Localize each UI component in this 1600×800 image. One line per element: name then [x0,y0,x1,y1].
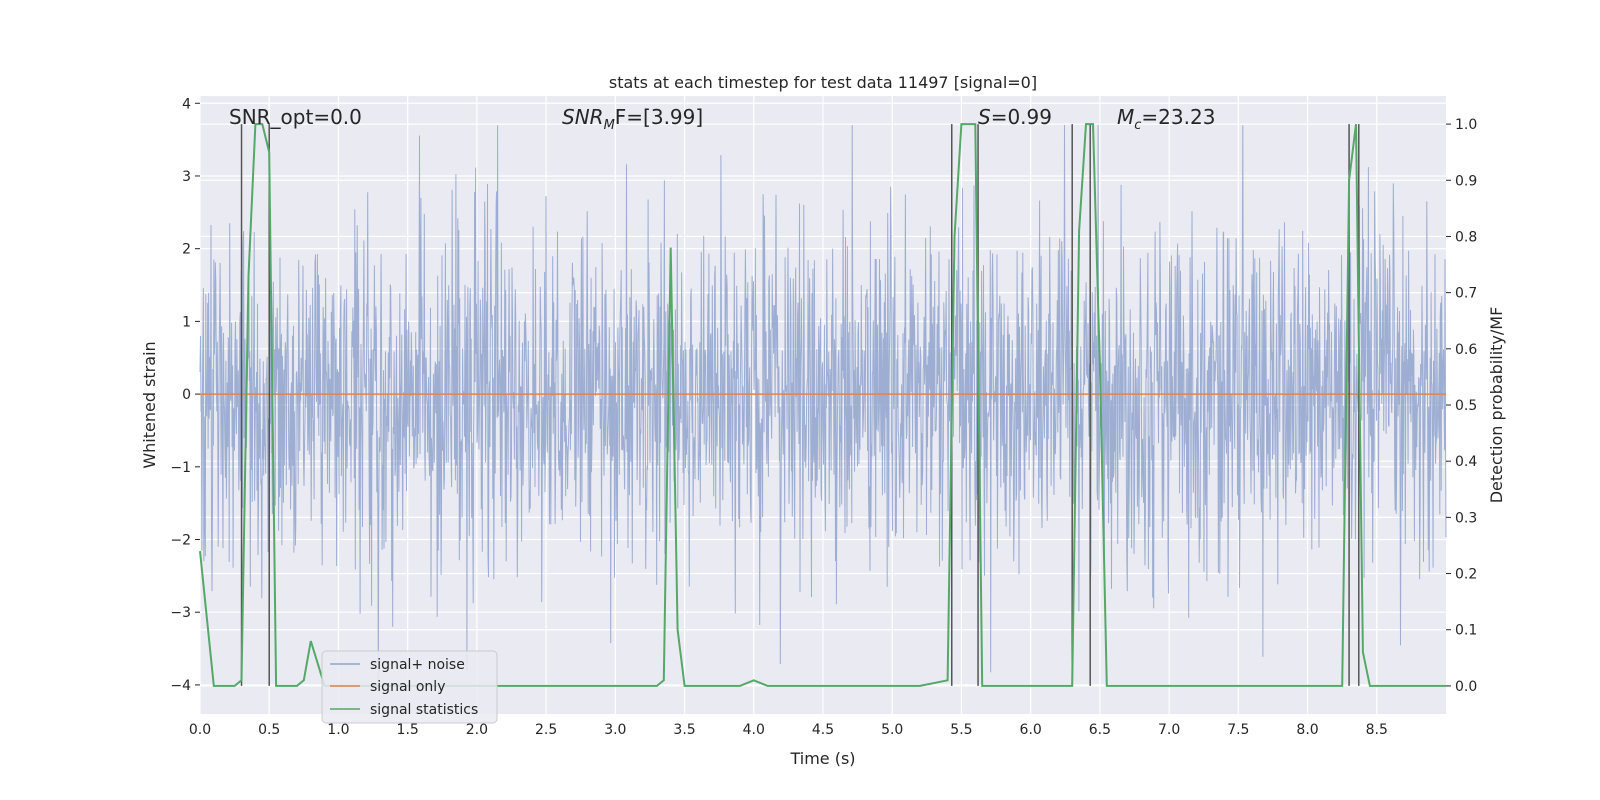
y-axis-right-ticks: 1.0 0.9 0.8 0.7 0.6 0.5 0.4 0.3 0.2 0.1 0.0 [1446,117,1477,695]
x-tick-label: 7.0 [1158,722,1180,738]
y-left-tick-label: −1 [170,460,191,476]
x-tick-label: 1.0 [327,722,349,738]
signal-statistics-series [199,123,1446,687]
x-tick-label: 4.0 [743,722,765,738]
y-right-tick-label: 0.9 [1455,173,1477,189]
y-left-tick-label: −3 [170,605,191,621]
annotation-mc: Mc=23.23 [1117,105,1215,133]
noise-line [199,125,1447,682]
y-right-tick-label: 0.0 [1455,679,1477,695]
legend-label-noise: signal+ noise [370,657,465,673]
legend-label-signal: signal only [370,679,445,695]
x-tick-label: 0.5 [258,722,280,738]
x-tick-label: 3.0 [604,722,626,738]
x-tick-label: 8.0 [1296,722,1318,738]
x-axis-label: Time (s) [789,749,855,768]
x-axis-ticks: 0.0 0.5 1.0 1.5 2.0 2.5 3.0 3.5 4.0 4.5 5.0 5.5 6.0 6… [189,722,1388,738]
x-tick-label: 2.0 [466,722,488,738]
y-axis-left-label: Whitened strain [140,341,159,468]
y-left-tick-label: −4 [170,678,191,694]
chart-title: stats at each timestep for test data 114… [609,73,1037,92]
x-tick-label: 5.5 [950,722,972,738]
y-left-tick-label: 4 [182,96,191,112]
y-right-tick-label: 0.6 [1455,342,1477,358]
legend-box [321,650,498,724]
y-left-tick-label: 0 [182,387,191,403]
x-tick-label: 6.5 [1089,722,1111,738]
x-tick-label: 0.0 [189,722,211,738]
annotation-s: S=0.99 [978,105,1052,129]
x-tick-label: 6.0 [1020,722,1042,738]
y-left-tick-label: 2 [182,242,191,258]
y-axis-left-ticks: 4 3 2 1 0 −1 −2 −3 −4 [170,96,200,694]
y-right-tick-label: 0.2 [1455,567,1477,583]
legend: signal+ noise signal only signal statist… [321,650,498,724]
annotation-snr-opt: SNR_opt=0.0 [229,105,362,129]
legend-label-stats: signal statistics [370,702,478,718]
y-right-tick-label: 0.4 [1455,454,1477,470]
y-right-tick-label: 0.7 [1455,286,1477,302]
x-tick-label: 8.5 [1366,722,1388,738]
y-left-tick-label: −2 [170,533,191,549]
x-tick-label: 7.5 [1227,722,1249,738]
x-tick-label: 3.5 [673,722,695,738]
y-axis-right-label: Detection probability/MF [1487,307,1506,504]
y-left-tick-label: 3 [182,169,191,185]
y-right-tick-label: 1.0 [1455,117,1477,133]
x-tick-label: 2.5 [535,722,557,738]
annotation-snr-mf: SNRMF=[3.99] [562,105,703,133]
x-tick-label: 4.5 [812,722,834,738]
signal-statistics-line [199,123,1446,687]
y-left-tick-label: 1 [182,314,191,330]
y-right-tick-label: 0.3 [1455,510,1477,526]
signal-noise-series [199,125,1447,682]
y-right-tick-label: 0.1 [1455,623,1477,639]
y-right-tick-label: 0.5 [1455,398,1477,414]
x-tick-label: 1.5 [397,722,419,738]
y-right-tick-label: 0.8 [1455,229,1477,245]
x-tick-label: 5.0 [881,722,903,738]
